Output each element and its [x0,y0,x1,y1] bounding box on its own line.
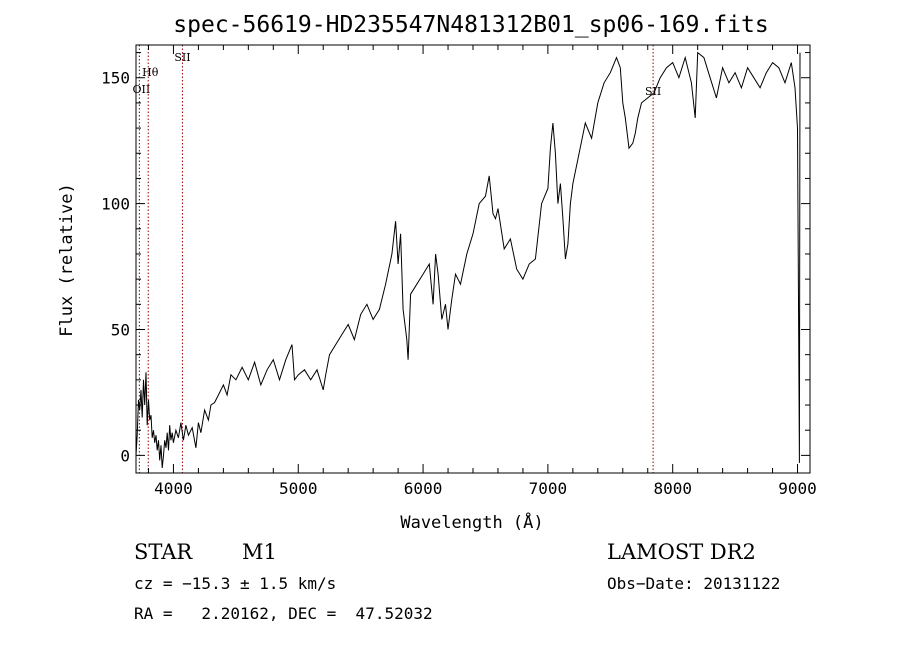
spectrum-line [135,51,801,469]
x-tick-label: 5000 [279,479,318,498]
y-tick-label: 50 [111,320,130,339]
spectral-line-label: SII [174,51,190,64]
y-tick-label: 100 [101,195,130,214]
coordinates: RA = 2.20162, DEC = 47.52032 [134,604,433,623]
plot-frame [135,44,811,474]
spectral-line-markers: OII Hθ SII SII [133,45,661,473]
x-tick-label: 8000 [653,479,692,498]
spectral-line-label: Hθ [142,66,159,79]
survey-name: LAMOST DR2 [607,540,756,564]
object-subclass: M1 [242,540,277,564]
y-tick-label: 0 [120,446,130,465]
x-tick-label: 4000 [154,479,193,498]
x-axis-label: Wavelength (Å) [400,511,543,533]
y-axis-label: Flux (relative) [57,183,77,337]
y-tick-label: 150 [101,69,130,88]
x-tick-label: 7000 [529,479,568,498]
x-tick-label: 6000 [404,479,443,498]
redshift-cz: cz = −15.3 ± 1.5 km/s [134,574,336,593]
chart-title: spec-56619-HD235547N481312B01_sp06-169.f… [173,12,768,38]
observation-date: Obs−Date: 20131122 [607,574,780,593]
spectral-line-label: SII [645,85,661,98]
spectral-line-label: OII [133,83,151,96]
object-class: STAR [134,540,193,564]
axis-ticks: 4000 5000 6000 7000 8000 9000 0 50 100 150 [101,45,817,498]
x-tick-label: 9000 [778,479,817,498]
